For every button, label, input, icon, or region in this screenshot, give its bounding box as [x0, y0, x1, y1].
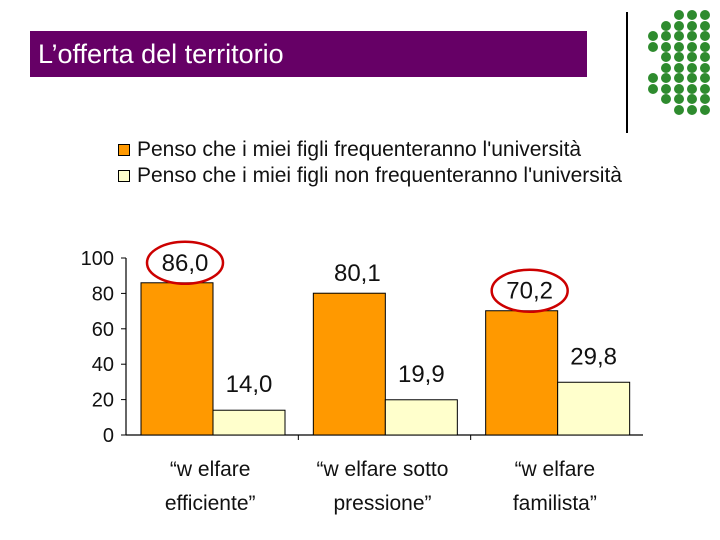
dot	[687, 73, 697, 83]
dot	[648, 73, 658, 83]
y-tick-label: 80	[92, 283, 114, 305]
x-category-label: efficiente”	[165, 492, 256, 515]
dot	[687, 52, 697, 62]
dot	[687, 10, 697, 20]
data-label: 14,0	[226, 371, 273, 398]
dot	[674, 41, 684, 52]
dot	[700, 94, 710, 104]
highlight-circle	[145, 240, 225, 286]
y-tick-label: 20	[92, 390, 114, 412]
decorative-dot-grid-icon	[640, 10, 712, 115]
dot	[661, 94, 671, 104]
x-category-label: “w elfare	[170, 458, 251, 481]
dot	[661, 83, 671, 94]
dot	[687, 94, 697, 104]
dot	[700, 104, 710, 115]
data-label: 80,1	[334, 260, 381, 287]
x-category-label: “w elfare	[515, 458, 596, 481]
dot	[661, 73, 671, 83]
dot	[661, 62, 671, 73]
y-tick-label: 60	[92, 319, 114, 341]
data-label: 86,0	[162, 250, 209, 277]
x-category-label: familista”	[513, 492, 597, 515]
legend-item-non-frequenteranno: Penso che i miei figli non frequenterann…	[118, 163, 622, 189]
dot	[674, 62, 684, 73]
dot	[674, 73, 684, 83]
dot	[661, 20, 671, 31]
y-tick-label: 40	[92, 354, 114, 376]
dot	[687, 83, 697, 94]
dot	[700, 52, 710, 62]
dot	[674, 20, 684, 31]
highlight-circle	[490, 268, 569, 313]
dot	[661, 52, 671, 62]
y-tick-label: 100	[81, 248, 114, 270]
dot	[700, 83, 710, 94]
bar	[212, 409, 286, 436]
dot	[687, 62, 697, 73]
dot	[661, 41, 671, 52]
legend-label: Penso che i miei figli frequenteranno l'…	[137, 138, 582, 161]
dot	[674, 83, 684, 94]
legend-swatch-orange	[118, 144, 130, 156]
dot	[674, 52, 684, 62]
slide-title: L’offerta del territorio	[30, 31, 587, 77]
data-label: 19,9	[398, 361, 445, 388]
legend-item-frequenteranno: Penso che i miei figli frequenteranno l'…	[118, 137, 622, 163]
dot	[674, 94, 684, 104]
y-tick-label: 0	[103, 425, 114, 447]
dot	[687, 31, 697, 41]
dot	[687, 104, 697, 115]
dot	[700, 31, 710, 41]
chart-legend: Penso che i miei figli frequenteranno l'…	[118, 137, 622, 189]
bar	[557, 381, 631, 436]
decorative-divider	[626, 12, 628, 133]
bar	[384, 399, 458, 436]
dot	[661, 31, 671, 41]
dot	[700, 41, 710, 52]
dot	[648, 31, 658, 41]
dot	[674, 31, 684, 41]
dot	[687, 20, 697, 31]
dot	[674, 104, 684, 115]
dot	[700, 20, 710, 31]
x-category-label: “w elfare sotto	[317, 458, 449, 481]
legend-swatch-cream	[118, 170, 130, 182]
dot	[700, 62, 710, 73]
data-label: 70,2	[506, 278, 553, 305]
dot	[700, 73, 710, 83]
dot	[648, 83, 658, 94]
dot	[648, 41, 658, 52]
bar	[140, 282, 214, 436]
x-category-label: pressione”	[333, 492, 431, 515]
bar	[312, 292, 386, 436]
bar	[485, 310, 559, 436]
dot	[674, 10, 684, 20]
dot	[687, 41, 697, 52]
data-label: 29,8	[570, 343, 617, 370]
legend-label: Penso che i miei figli non frequenterann…	[137, 164, 622, 187]
dot	[700, 10, 710, 20]
